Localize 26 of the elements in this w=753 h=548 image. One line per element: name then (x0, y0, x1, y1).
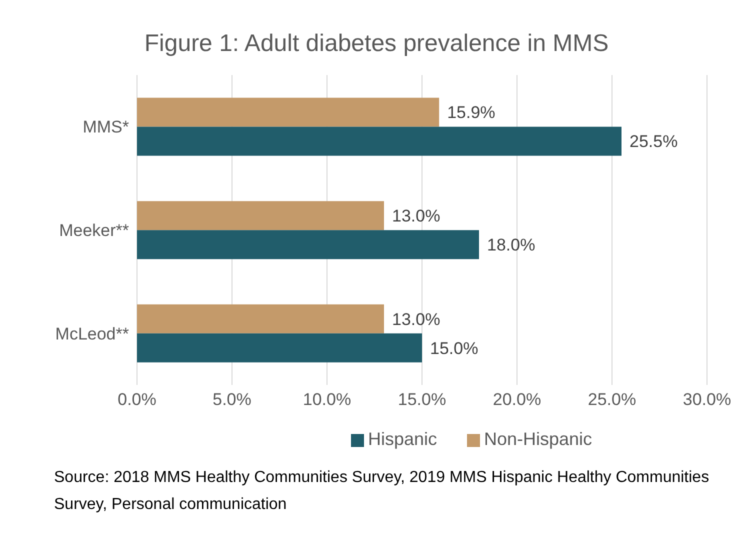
bar (137, 98, 440, 127)
data-label: 13.0% (392, 206, 440, 226)
source-note: Source: 2018 MMS Healthy Communities Survey, 2019 MMS Hispanic Healthy Communities Survey, Personal communication (53, 468, 710, 515)
data-label: 15.9% (447, 103, 496, 122)
y-tick-label: McLeod** (55, 324, 130, 344)
y-tick-label: MMS* (82, 118, 130, 137)
x-tick-label: 20.0% (492, 390, 542, 410)
x-tick-label: 10.0% (302, 390, 352, 410)
bar (137, 230, 479, 260)
bar (137, 304, 384, 334)
bar (137, 201, 384, 230)
data-label: 15.0% (430, 338, 478, 358)
data-label: 18.0% (487, 236, 536, 255)
bar (137, 333, 422, 362)
x-tick-label: 15.0% (398, 390, 446, 410)
legend-label: Non-Hispanic (484, 429, 592, 449)
x-tick-label: 0.0% (118, 390, 156, 410)
x-tick-label: 5.0% (212, 390, 252, 410)
data-label: 13.0% (392, 310, 440, 329)
chart-title: Figure 1: Adult diabetes prevalence in MMS (143, 29, 610, 59)
y-tick-label: Meeker** (59, 221, 130, 240)
data-label: 25.5% (630, 132, 678, 152)
bar (137, 126, 622, 156)
legend-label: Hispanic (368, 429, 437, 449)
x-tick-label: 25.0% (588, 390, 636, 410)
x-tick-label: 30.0% (682, 390, 732, 410)
